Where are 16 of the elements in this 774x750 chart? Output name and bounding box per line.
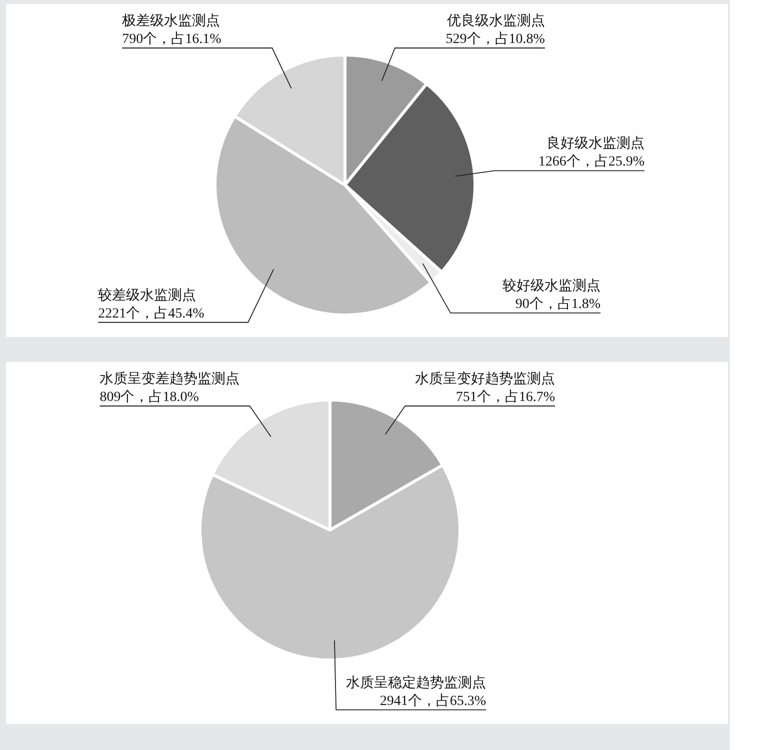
data-label: 529个，占10.8% [446,31,546,47]
slice-label: 较差级水监测点 [98,287,196,304]
data-label: 2941个，占65.3% [380,692,486,709]
slice-label: 优良级水监测点 [446,13,545,29]
slice-label: 较好级水监测点 [502,278,601,294]
data-label: 1266个，占25.9% [538,154,645,170]
slice-label: 良好级水监测点 [546,136,645,152]
slice-label: 水质呈变好趋势监测点 [415,371,556,387]
data-label: 809个，占18.0% [100,389,200,405]
data-label: 751个，占16.7% [456,389,556,405]
data-label: 790个，占16.1% [122,31,222,47]
slice-label: 水质呈变差趋势监测点 [100,371,240,387]
slice-label: 水质呈稳定趋势监测点 [346,674,486,691]
slice-label: 极差级水监测点 [121,13,220,29]
data-label: 2221个，占45.4% [98,305,205,322]
data-label: 90个，占1.8% [515,296,601,312]
